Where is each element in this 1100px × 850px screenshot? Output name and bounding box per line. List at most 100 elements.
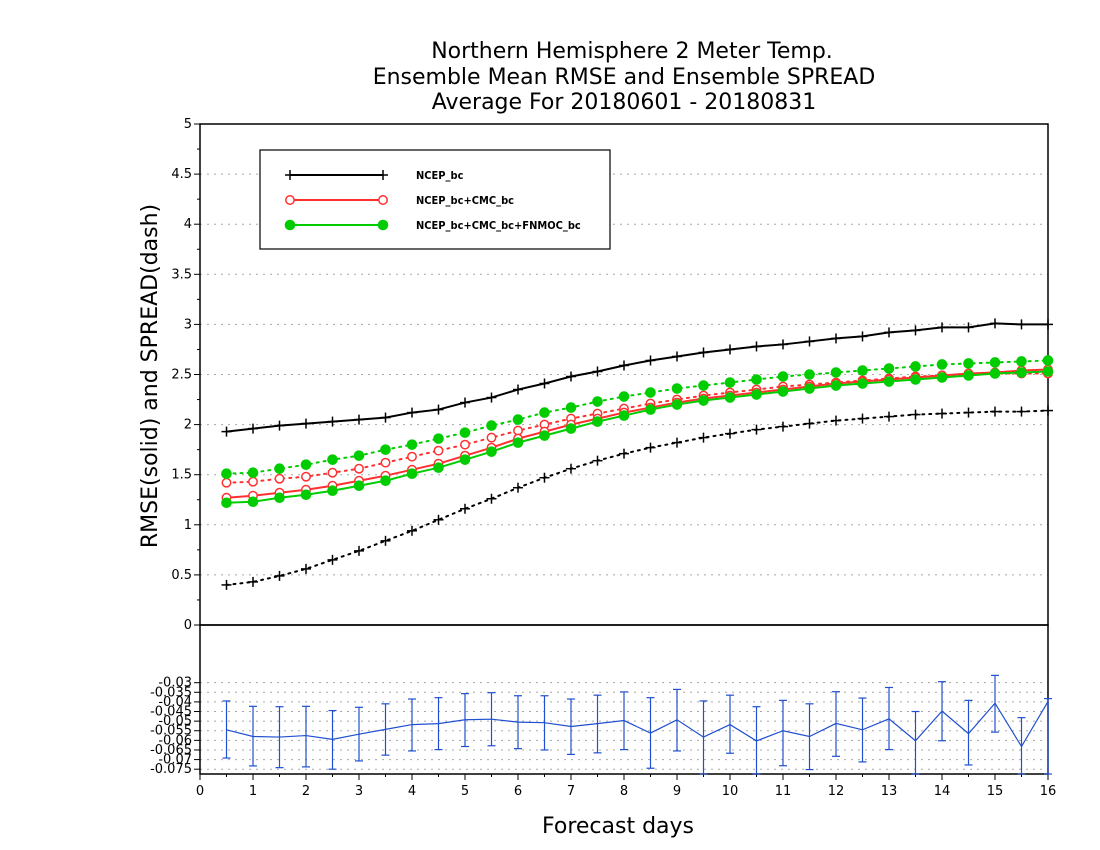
- series-1-spread-line: [225, 372, 1049, 484]
- series-2-rmse-point: [883, 376, 895, 387]
- y-tick-label-bottom: 0: [184, 618, 192, 633]
- series-0-rmse-point: [248, 423, 258, 434]
- legend-label: NCEP_bc: [416, 169, 464, 182]
- series-0-rmse-point: [539, 378, 550, 389]
- series-0-rmse-point: [990, 318, 1000, 329]
- series-2-spread-point: [221, 468, 232, 479]
- series-0-rmse-point: [221, 426, 232, 437]
- series-2-spread-point: [671, 383, 683, 394]
- series-0-spread-point: [354, 545, 364, 556]
- series-2-rmse-point: [274, 492, 285, 504]
- x-axis-label: Forecast days: [542, 814, 694, 839]
- series-2-spread-point: [989, 357, 1001, 368]
- y-tick-label-bottom: -0.045: [150, 705, 192, 720]
- series-2-rmse-point: [963, 370, 974, 381]
- series-2-spread-point: [698, 380, 709, 391]
- y-tick-label-top: 2.5: [171, 368, 192, 383]
- x-tick-label: 4: [408, 784, 416, 799]
- series-2-spread-point: [539, 407, 550, 418]
- series-2-rmse-point: [221, 497, 232, 509]
- series-1-rmse-line: [226, 368, 1049, 499]
- series-0-rmse-point: [301, 418, 311, 429]
- series-1-spread-point: [433, 445, 444, 456]
- series-2-rmse-point: [512, 437, 524, 448]
- y-tick-label-top: 5: [184, 117, 192, 132]
- series-0-rmse-point: [619, 360, 629, 371]
- series-2-rmse-point: [989, 368, 1001, 379]
- series-2-spread-point: [618, 391, 630, 402]
- series-2-rmse-point: [459, 454, 471, 465]
- series-0-spread-point: [592, 455, 603, 466]
- series-1-spread-point: [460, 439, 470, 450]
- series-0-spread-point: [566, 463, 576, 474]
- legend-label: NCEP_bc+CMC_bc+FNMOC_bc: [416, 219, 581, 232]
- x-tick-label: 9: [673, 784, 681, 799]
- y-tick-label-top: 0.5: [171, 568, 192, 583]
- series-2-spread-point: [645, 387, 656, 398]
- series-2-spread-point: [380, 444, 391, 455]
- x-tick-label: 8: [620, 784, 628, 799]
- series-1-spread-point: [380, 457, 391, 468]
- series-1-spread-point: [327, 467, 338, 478]
- legend-marker: [378, 170, 388, 180]
- series-2-rmse-point: [380, 475, 391, 487]
- series-2-spread-point: [247, 467, 259, 478]
- x-tick-label: 12: [828, 784, 845, 799]
- series-0-spread-point: [804, 418, 815, 429]
- x-tick-label: 7: [567, 784, 575, 799]
- series-2-spread-point: [910, 361, 921, 372]
- series-2-spread-point: [433, 433, 444, 444]
- series-0-rmse-point: [751, 341, 762, 352]
- series-2-rmse-point: [751, 389, 762, 400]
- series-0-rmse-point: [804, 336, 815, 347]
- series-1-spread-point: [407, 451, 417, 462]
- series-1-spread-point: [486, 432, 497, 443]
- series-2-rmse-point: [830, 380, 842, 391]
- series-2-rmse-point: [777, 386, 789, 397]
- series-0-spread-point: [619, 448, 629, 459]
- series-1-spread-point: [248, 476, 258, 487]
- x-tick-label: 1: [249, 784, 257, 799]
- x-tick-label: 13: [881, 784, 898, 799]
- x-tick-label: 2: [302, 784, 310, 799]
- series-2-spread-point: [830, 367, 842, 378]
- y-tick-label-bottom: -0.065: [150, 743, 192, 758]
- series-0-spread-point: [990, 406, 1000, 417]
- series-0-spread-point: [327, 554, 338, 565]
- series-0-spread-point: [751, 424, 762, 435]
- series-2-rmse-point: [698, 395, 709, 406]
- series-1-spread-point: [274, 473, 285, 484]
- series-0-rmse-point: [566, 371, 576, 382]
- series-2-spread-point: [857, 365, 868, 376]
- series-2-spread-point: [724, 377, 736, 388]
- series-2-rmse-point: [247, 496, 259, 508]
- y-tick-label-top: 3: [184, 317, 192, 332]
- legend-label: NCEP_bc+CMC_bc: [416, 194, 514, 207]
- series-0-spread-point: [221, 579, 232, 590]
- x-tick-label: 11: [775, 784, 792, 799]
- series-0-rmse-point: [433, 404, 444, 415]
- series-0-spread-point: [963, 407, 974, 418]
- series-0-rmse-point: [354, 414, 364, 425]
- series-2-spread-point: [1016, 356, 1027, 367]
- legend-marker: [284, 219, 296, 231]
- series-2-spread-point: [592, 396, 603, 407]
- series-2-spread-point: [406, 439, 418, 450]
- series-0-spread-point: [539, 472, 550, 483]
- series-2-spread-point: [274, 463, 285, 474]
- legend: NCEP_bc NCEP_bc+CMC_bc NCEP_bc+CMC_bc+FNMO…: [259, 149, 611, 250]
- series-0-rmse-point: [1043, 319, 1053, 330]
- series-1-spread-point: [354, 463, 364, 474]
- series-0-rmse-point: [963, 322, 974, 333]
- x-tick-label: 5: [461, 784, 469, 799]
- series-0-spread-point: [486, 493, 497, 504]
- series-2-spread-point: [883, 363, 895, 374]
- series-2-rmse-point: [327, 485, 338, 497]
- y-tick-label-top: 2: [184, 418, 192, 433]
- series-0-rmse-point: [407, 407, 417, 418]
- x-tick-label: 3: [355, 784, 363, 799]
- series-0-spread-point: [672, 437, 682, 448]
- series-0-rmse-point: [937, 322, 947, 333]
- series-0-rmse-point: [698, 347, 709, 358]
